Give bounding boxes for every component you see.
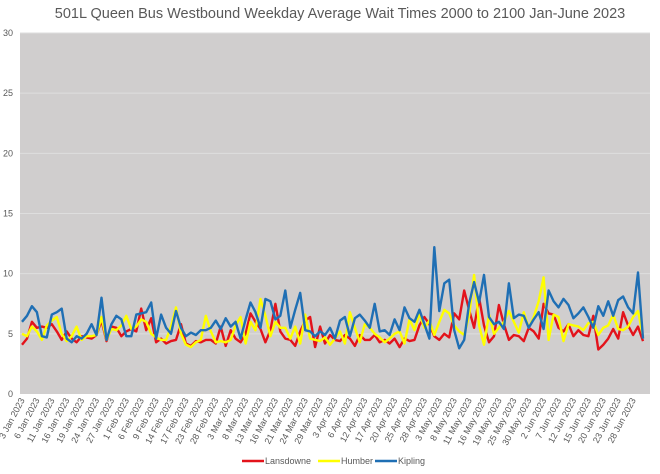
series-line-kipling xyxy=(21,245,645,350)
legend-label: Kipling xyxy=(398,456,425,466)
y-axis: 0 5 10 15 20 25 30 xyxy=(3,28,13,399)
y-tick-label: 5 xyxy=(8,329,13,339)
chart-title: 501L Queen Bus Westbound Weekday Average… xyxy=(55,6,625,22)
legend-item-humber: Humber xyxy=(318,456,373,466)
legend: Lansdowne Humber Kipling xyxy=(242,456,425,466)
y-tick-label: 25 xyxy=(3,88,13,98)
series-line-humber xyxy=(21,273,645,349)
y-tick-label: 30 xyxy=(3,28,13,38)
y-tick-label: 0 xyxy=(8,389,13,399)
legend-item-lansdowne: Lansdowne xyxy=(242,456,311,466)
y-tick-label: 15 xyxy=(3,209,13,219)
y-tick-label: 20 xyxy=(3,148,13,158)
legend-item-kipling: Kipling xyxy=(375,456,425,466)
series-lines xyxy=(21,245,645,351)
y-tick-label: 10 xyxy=(3,269,13,279)
series-kipling xyxy=(21,245,645,350)
legend-label: Lansdowne xyxy=(265,456,311,466)
legend-label: Humber xyxy=(341,456,373,466)
